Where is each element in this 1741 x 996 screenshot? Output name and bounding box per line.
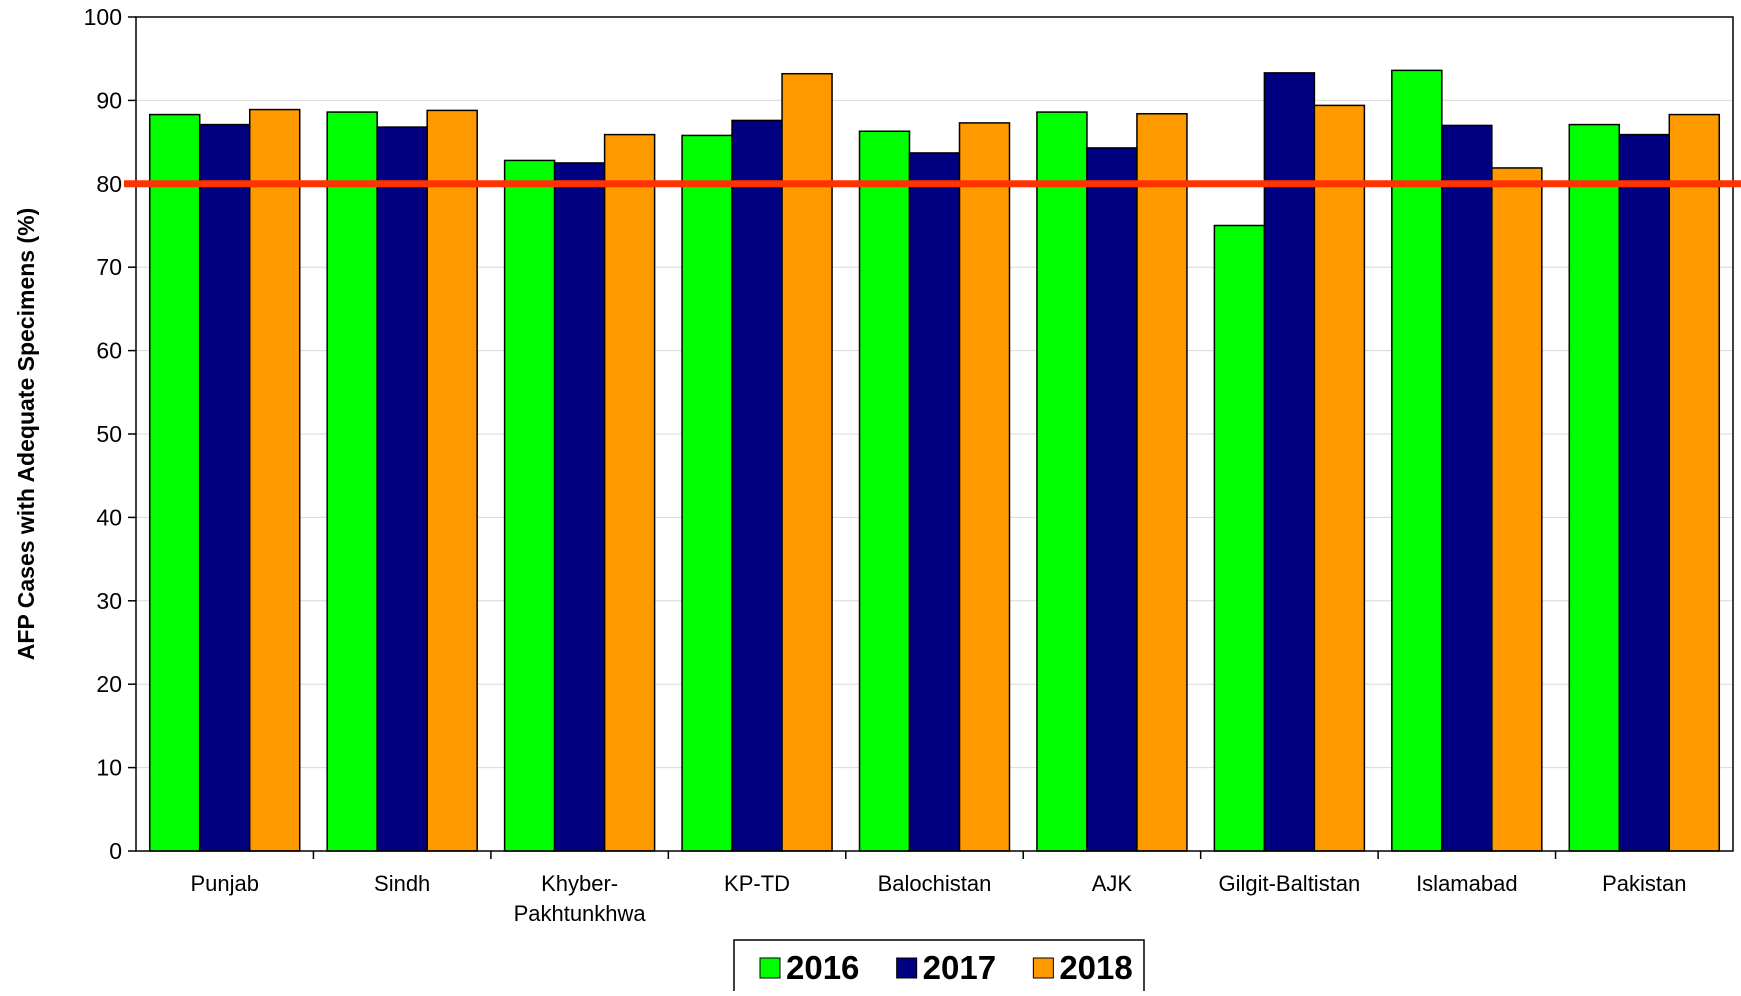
bar-2017-3	[731, 119, 783, 852]
bar-2017-6	[1263, 72, 1316, 852]
y-tick-label: 40	[96, 504, 122, 530]
legend-swatch-2017	[896, 957, 918, 979]
bar-2016-0	[148, 113, 201, 852]
y-tick-label: 20	[96, 671, 122, 697]
y-tick-label: 70	[96, 254, 122, 280]
y-tick-label: 30	[96, 588, 122, 614]
legend-label-2018: 2018	[1059, 949, 1132, 986]
bar-2018-0	[248, 108, 301, 852]
x-tick-label: Punjab	[190, 871, 259, 896]
y-tick-label: 50	[96, 421, 122, 447]
bar-2017-8	[1618, 133, 1671, 852]
y-tick-label: 90	[96, 87, 122, 113]
bar-2017-5	[1086, 147, 1138, 852]
bar-2018-5	[1136, 112, 1188, 852]
bar-2016-4	[858, 130, 911, 852]
legend-label-2016: 2016	[786, 949, 859, 986]
legend-swatch-2016	[759, 957, 781, 979]
y-tick-label: 80	[96, 171, 122, 197]
bar-2017-1	[376, 126, 428, 852]
bars	[148, 69, 1721, 852]
bar-2018-7	[1491, 167, 1543, 852]
bar-2018-1	[426, 109, 478, 852]
legend: 2016 2017 2018	[733, 939, 1145, 996]
x-tick-label: Gilgit-Baltistan	[1218, 871, 1360, 896]
bar-2016-2	[503, 159, 556, 852]
bar-2017-2	[553, 162, 606, 852]
y-tick-label: 0	[109, 838, 122, 864]
bar-2016-5	[1036, 111, 1088, 852]
y-tick-label: 60	[96, 338, 122, 364]
y-tick-label: 10	[96, 755, 122, 781]
bar-2018-3	[781, 72, 833, 852]
x-tick-label: Pakhtunkhwa	[514, 901, 647, 926]
bar-2016-3	[681, 134, 733, 852]
plot-frame	[135, 16, 1734, 852]
bar-2018-6	[1313, 104, 1366, 852]
axes	[128, 16, 1734, 859]
y-axis-label: AFP Cases with Adequate Specimens (%)	[13, 208, 39, 660]
x-tick-label: KP-TD	[724, 871, 790, 896]
x-tick-label: Balochistan	[878, 871, 992, 896]
x-tick-label: AJK	[1092, 871, 1133, 896]
legend-swatch-2018	[1032, 957, 1054, 979]
x-tick-label: Sindh	[374, 871, 430, 896]
bar-2017-7	[1441, 124, 1493, 852]
x-tick-label: Pakistan	[1602, 871, 1686, 896]
bar-2016-1	[326, 111, 378, 852]
y-tick-label: 100	[84, 4, 122, 30]
x-tick-label: Khyber-	[541, 871, 618, 896]
bar-2018-4	[958, 122, 1011, 852]
legend-box	[733, 939, 1145, 996]
labels: 0 10 20 30 40 50 60 70 80 90 100 Punjab Sindh Khyber-…	[13, 4, 1686, 926]
legend-label-2017: 2017	[923, 949, 996, 986]
bar-2016-7	[1391, 69, 1443, 852]
bar-2017-0	[198, 123, 251, 852]
bar-2016-8	[1568, 123, 1621, 852]
bar-2016-6	[1213, 224, 1266, 852]
bar-2018-2	[603, 133, 656, 852]
bar-2017-4	[908, 152, 961, 852]
x-tick-label: Islamabad	[1416, 871, 1518, 896]
bar-2018-8	[1668, 113, 1721, 852]
